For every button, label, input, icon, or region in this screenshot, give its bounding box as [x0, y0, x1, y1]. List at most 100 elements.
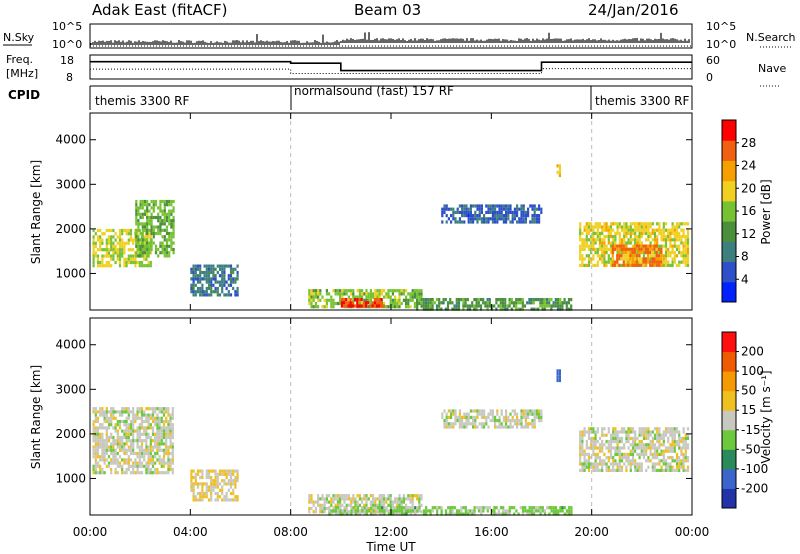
heatmap-cell	[163, 247, 166, 252]
heatmap-cell	[143, 451, 146, 456]
heatmap-cell	[592, 235, 595, 239]
heatmap-cell	[491, 415, 494, 419]
heatmap-cell	[585, 443, 588, 447]
heatmap-cell	[150, 215, 153, 220]
heatmap-cell	[616, 452, 619, 456]
heatmap-cell	[160, 429, 163, 433]
heatmap-cell	[629, 241, 632, 245]
heatmap-cell	[387, 289, 390, 293]
heatmap-cell	[121, 467, 124, 472]
heatmap-cell	[631, 254, 634, 258]
heatmap-cell	[190, 475, 193, 480]
heatmap-cell	[472, 415, 475, 419]
heatmap-cell	[505, 412, 508, 416]
heatmap-cell	[112, 445, 115, 449]
heatmap-cell	[579, 222, 582, 226]
heatmap-cell	[529, 204, 532, 208]
heatmap-cell	[513, 419, 516, 423]
heatmap-cell	[455, 298, 458, 302]
heatmap-cell	[398, 512, 401, 516]
heatmap-cell	[138, 241, 141, 245]
heatmap-cell	[201, 277, 204, 281]
heatmap-cell	[140, 442, 144, 446]
heatmap-cell	[400, 506, 404, 510]
heatmap-cell	[169, 429, 172, 433]
heatmap-cell	[143, 413, 146, 417]
heatmap-cell	[491, 217, 494, 221]
heatmap-cell	[618, 459, 621, 463]
heatmap-cell	[225, 264, 228, 268]
heatmap-cell	[656, 462, 659, 466]
heatmap-cell	[635, 254, 639, 258]
heatmap-cell	[380, 503, 383, 507]
heatmap-cell	[585, 231, 588, 235]
heatmap-cell	[625, 241, 628, 245]
heatmap-cell	[627, 456, 630, 460]
heatmap-cell	[538, 217, 541, 221]
heatmap-cell	[491, 210, 494, 214]
heatmap-cell	[323, 497, 326, 501]
heatmap-cell	[221, 274, 224, 278]
heatmap-cell	[561, 506, 564, 510]
heatmap-cell	[638, 452, 641, 456]
heatmap-cell	[450, 207, 453, 211]
heatmap-cell	[199, 264, 202, 268]
heatmap-cell	[151, 410, 155, 414]
heatmap-cell	[147, 451, 150, 456]
power-heatmap	[92, 113, 690, 311]
heatmap-cell	[165, 215, 169, 220]
heatmap-cell	[462, 301, 465, 305]
heatmap-cell	[581, 436, 584, 440]
heatmap-cell	[167, 426, 170, 430]
heatmap-cell	[341, 509, 344, 513]
heatmap-cell	[499, 506, 503, 510]
heatmap-cell	[638, 440, 641, 444]
heatmap-cell	[465, 425, 468, 429]
heatmap-cell	[598, 449, 602, 453]
heatmap-cell	[343, 298, 346, 302]
heatmap-cell	[205, 495, 208, 499]
heatmap-cell	[671, 430, 674, 434]
heatmap-cell	[638, 443, 641, 447]
heatmap-cell	[391, 289, 394, 293]
heatmap-cell	[387, 497, 390, 501]
heatmap-cell	[116, 423, 119, 427]
heatmap-cell	[509, 207, 512, 211]
heatmap-cell	[336, 500, 339, 504]
heatmap-cell	[165, 439, 168, 443]
heatmap-cell	[196, 290, 200, 294]
heatmap-cell	[485, 204, 488, 208]
heatmap-cell	[537, 307, 540, 311]
heatmap-cell	[207, 274, 211, 278]
heatmap-cell	[169, 419, 172, 424]
heatmap-cell	[192, 488, 195, 492]
heatmap-cell	[167, 407, 170, 411]
heatmap-cell	[343, 304, 346, 308]
heatmap-cell	[631, 427, 635, 431]
heatmap-cell	[203, 277, 206, 281]
heatmap-cell	[132, 426, 135, 430]
heatmap-cell	[312, 503, 315, 507]
heatmap-cell	[502, 207, 505, 211]
heatmap-cell	[454, 220, 457, 224]
heatmap-cell	[587, 254, 591, 258]
heatmap-cell	[456, 419, 459, 423]
heatmap-cell	[640, 250, 643, 255]
heatmap-cell	[391, 292, 394, 296]
heatmap-cell	[110, 445, 113, 449]
heatmap-cell	[488, 304, 491, 308]
colorbar-tick-label: -15	[741, 423, 761, 437]
heatmap-cell	[498, 217, 501, 221]
heatmap-cell	[596, 251, 599, 255]
heatmap-cell	[601, 238, 604, 242]
heatmap-cell	[380, 494, 383, 498]
heatmap-cell	[463, 207, 466, 211]
heatmap-cell	[686, 456, 690, 460]
heatmap-cell	[645, 468, 648, 472]
heatmap-cell	[387, 509, 390, 513]
heatmap-cell	[114, 439, 117, 443]
heatmap-cell	[579, 440, 582, 444]
heatmap-cell	[500, 204, 503, 208]
heatmap-cell	[671, 436, 674, 440]
heatmap-cell	[398, 500, 401, 504]
